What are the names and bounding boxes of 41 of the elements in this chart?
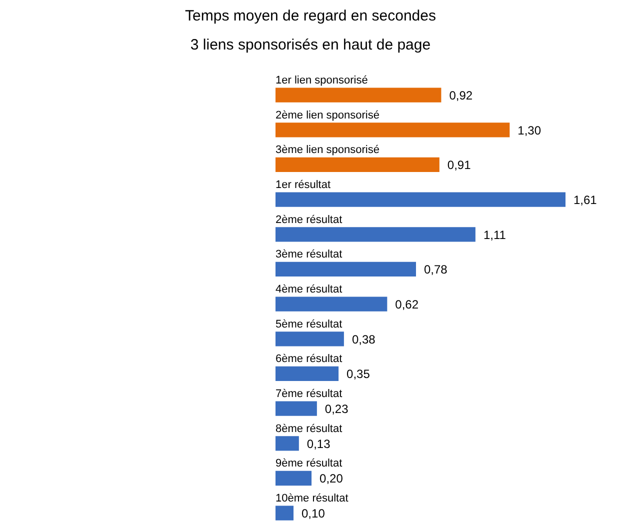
y-tick-label: 1er lien sponsorisé — [276, 74, 368, 86]
bar — [276, 506, 294, 520]
bar — [276, 366, 339, 382]
data-label: 1,11 — [483, 228, 506, 242]
data-label: 0,35 — [346, 367, 370, 382]
y-tick-label: 4ème résultat — [276, 283, 342, 296]
y-tick-label: 1er résultat — [276, 178, 331, 191]
bar — [276, 401, 317, 416]
data-label: 0,92 — [449, 88, 473, 103]
data-label: 0,23 — [324, 402, 349, 416]
y-tick-label: 3ème lien sponsorisé — [276, 144, 380, 156]
bar — [276, 227, 476, 242]
chart-title: Temps moyen de regard en secondes — [185, 8, 436, 24]
bar — [276, 470, 312, 486]
y-tick-label: 10ème résultat — [276, 492, 348, 504]
data-label: 0,13 — [306, 436, 331, 451]
data-label: 1,61 — [574, 193, 598, 208]
y-tick-label: 8ème résultat — [276, 422, 342, 435]
bar — [276, 262, 416, 277]
data-label: 0,38 — [352, 332, 376, 346]
data-label: 1,30 — [518, 123, 542, 138]
chart-subtitle: 3 liens sponsorisés en haut de page — [190, 36, 431, 54]
bar — [276, 436, 299, 451]
y-tick-label: 5ème résultat — [276, 318, 342, 330]
bar — [276, 122, 510, 138]
y-tick-label: 2ème lien sponsorisé — [276, 109, 380, 122]
data-label: 0,62 — [395, 298, 419, 312]
bar — [276, 296, 388, 312]
data-label: 0,78 — [424, 262, 448, 277]
bar — [276, 157, 440, 172]
bar — [276, 192, 566, 207]
y-tick-label: 3ème résultat — [276, 248, 342, 261]
y-tick-label: 9ème résultat — [276, 458, 342, 470]
y-tick-label: 6ème résultat — [276, 353, 342, 366]
data-label: 0,91 — [447, 158, 472, 172]
data-label: 0,20 — [320, 472, 344, 486]
y-tick-label: 7ème résultat — [276, 388, 342, 400]
bar — [276, 332, 344, 346]
bar — [276, 88, 442, 102]
data-label: 0,10 — [302, 506, 326, 521]
y-tick-label: 2ème résultat — [276, 214, 342, 226]
